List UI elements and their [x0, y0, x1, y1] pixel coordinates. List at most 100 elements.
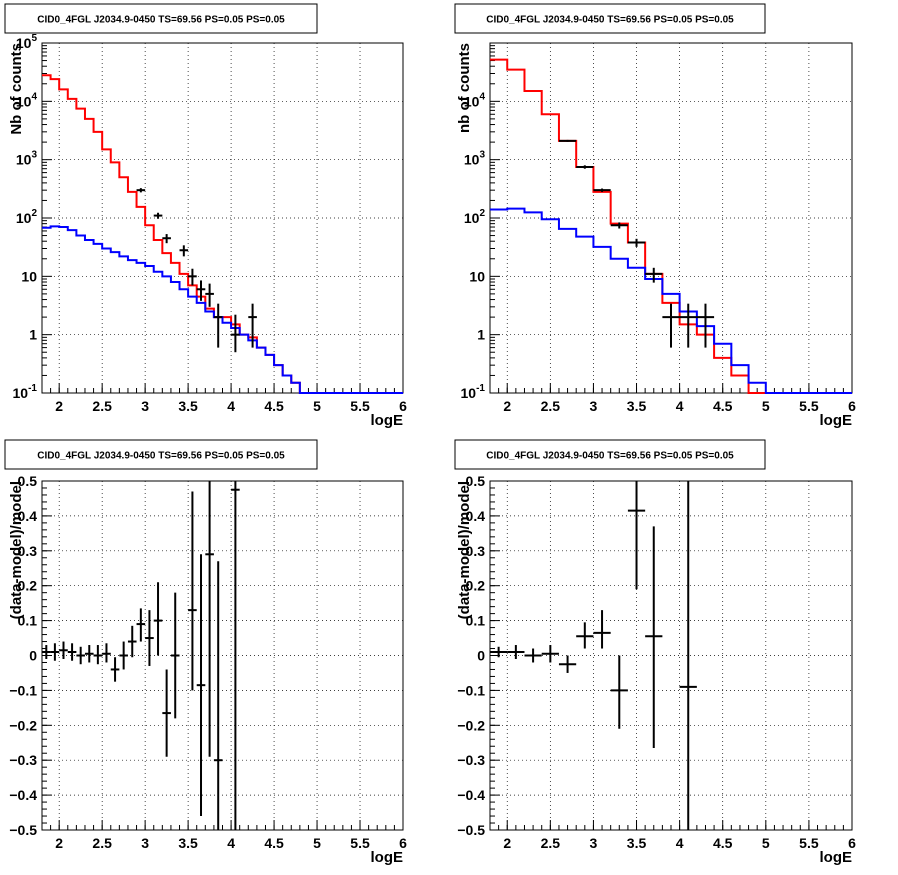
- x-axis-title: logE: [820, 412, 853, 429]
- x-tick-label: 2: [503, 398, 511, 414]
- x-tick-label: 3: [141, 398, 149, 414]
- data-point: [93, 645, 103, 665]
- x-tick-label: 4.5: [264, 835, 284, 851]
- y-tick-label: 0: [477, 648, 485, 664]
- data-point: [196, 280, 206, 301]
- x-axis-title: logE: [820, 849, 853, 866]
- data-point: [136, 188, 146, 193]
- x-tick-label: 6: [399, 835, 407, 851]
- data-point: [42, 645, 51, 659]
- x-tick-label: 5: [762, 398, 770, 414]
- data-point: [170, 592, 180, 719]
- data-point: [127, 625, 137, 658]
- data-point: [179, 245, 189, 257]
- y-tick-label: 0.5: [18, 473, 38, 489]
- x-tick-label: 2.5: [92, 835, 112, 851]
- y-axis-title: (data-model)/model: [456, 481, 473, 619]
- y-tick-exponent: 2: [479, 208, 485, 219]
- y-tick-label: −0.2: [9, 717, 37, 733]
- x-tick-label: 4: [227, 835, 235, 851]
- data-point: [576, 622, 594, 649]
- data-point: [645, 267, 663, 283]
- x-tick-label: 3: [141, 835, 149, 851]
- y-axis-title: Nb of counts: [8, 43, 25, 135]
- data-point: [679, 303, 697, 348]
- title-box: [454, 3, 766, 34]
- x-tick-label: 4: [676, 398, 684, 414]
- x-tick-label: 5: [762, 835, 770, 851]
- y-tick-label: −0.2: [457, 717, 485, 733]
- y-tick-label: 0.5: [466, 473, 486, 489]
- y-tick-exponent: 2: [31, 208, 37, 219]
- x-tick-label: 4: [676, 835, 684, 851]
- y-tick-label: 103: [16, 150, 38, 168]
- y-tick-exponent: 3: [31, 150, 37, 161]
- title-box: [4, 439, 318, 470]
- data-point: [507, 645, 525, 659]
- x-tick-label: 4.5: [264, 398, 284, 414]
- data-point: [541, 645, 559, 663]
- data-point: [153, 212, 163, 219]
- data-point: [102, 643, 111, 663]
- y-tick-label: −0.3: [9, 752, 37, 768]
- data-point: [593, 188, 611, 192]
- data-point: [67, 643, 77, 661]
- data-point: [645, 526, 663, 748]
- y-tick-label: 1: [477, 327, 485, 343]
- y-tick-label: 102: [464, 208, 486, 226]
- data-point: [76, 646, 85, 665]
- chart-title: CID0_4FGL J2034.9-0450 TS=69.56 PS=0.05 …: [486, 451, 734, 462]
- title-box: [4, 3, 318, 34]
- x-tick-label: 2: [55, 835, 63, 851]
- data-point: [627, 238, 646, 247]
- y-tick-exponent: -1: [28, 383, 37, 394]
- x-axis-title: logE: [371, 849, 404, 866]
- data-point: [196, 554, 206, 817]
- x-tick-label: 4: [227, 398, 235, 414]
- y-tick-label: 0.4: [18, 508, 38, 524]
- x-tick-label: 5: [313, 398, 321, 414]
- data-point: [558, 655, 577, 673]
- x-tick-label: 3.5: [627, 835, 647, 851]
- data-point: [188, 491, 197, 691]
- y-tick-label: −0.3: [457, 752, 485, 768]
- y-tick-label: 0.2: [18, 578, 38, 594]
- x-tick-label: 5: [313, 835, 321, 851]
- y-tick-label: 10-1: [13, 383, 38, 401]
- y-tick-label: −0.4: [9, 787, 37, 803]
- y-tick-label: −0.1: [9, 682, 37, 698]
- data-point: [627, 481, 646, 590]
- y-tick-label: 0.1: [466, 613, 486, 629]
- chart-title: CID0_4FGL J2034.9-0450 TS=69.56 PS=0.05 …: [37, 451, 285, 462]
- y-tick-label: 0.4: [466, 508, 486, 524]
- y-tick-exponent: 3: [479, 150, 485, 161]
- data-point: [188, 268, 197, 286]
- data-point: [162, 669, 171, 757]
- x-tick-label: 3.5: [178, 835, 198, 851]
- title-box: [454, 439, 766, 470]
- y-tick-label: 0.2: [466, 578, 486, 594]
- x-tick-label: 3.5: [627, 398, 647, 414]
- y-tick-label: −0.4: [457, 787, 485, 803]
- data-point: [205, 283, 214, 307]
- x-tick-label: 5.5: [350, 398, 370, 414]
- panel-top-right: 2 2.5 3 3.5 4 4.5 5 5.5 610-1110102103104logEnb …: [454, 3, 856, 429]
- x-tick-label: 2: [55, 398, 63, 414]
- y-axis-title: (data-model)/model: [8, 481, 25, 619]
- y-tick-exponent: 5: [31, 33, 37, 44]
- data-point: [696, 303, 715, 348]
- y-tick-label: 103: [464, 150, 486, 168]
- data-point: [610, 655, 628, 729]
- data-point: [610, 222, 628, 229]
- data-point: [231, 481, 240, 830]
- data-point: [662, 303, 680, 348]
- x-tick-label: 3: [590, 835, 598, 851]
- x-tick-label: 5.5: [799, 398, 819, 414]
- y-tick-label: −0.5: [9, 822, 37, 838]
- data-point: [110, 657, 120, 682]
- x-tick-label: 5.5: [350, 835, 370, 851]
- y-tick-exponent: 4: [479, 91, 485, 102]
- y-tick-label: 10: [21, 268, 37, 284]
- x-tick-label: 2: [503, 835, 511, 851]
- chart-title: CID0_4FGL J2034.9-0450 TS=69.56 PS=0.05 …: [37, 15, 285, 26]
